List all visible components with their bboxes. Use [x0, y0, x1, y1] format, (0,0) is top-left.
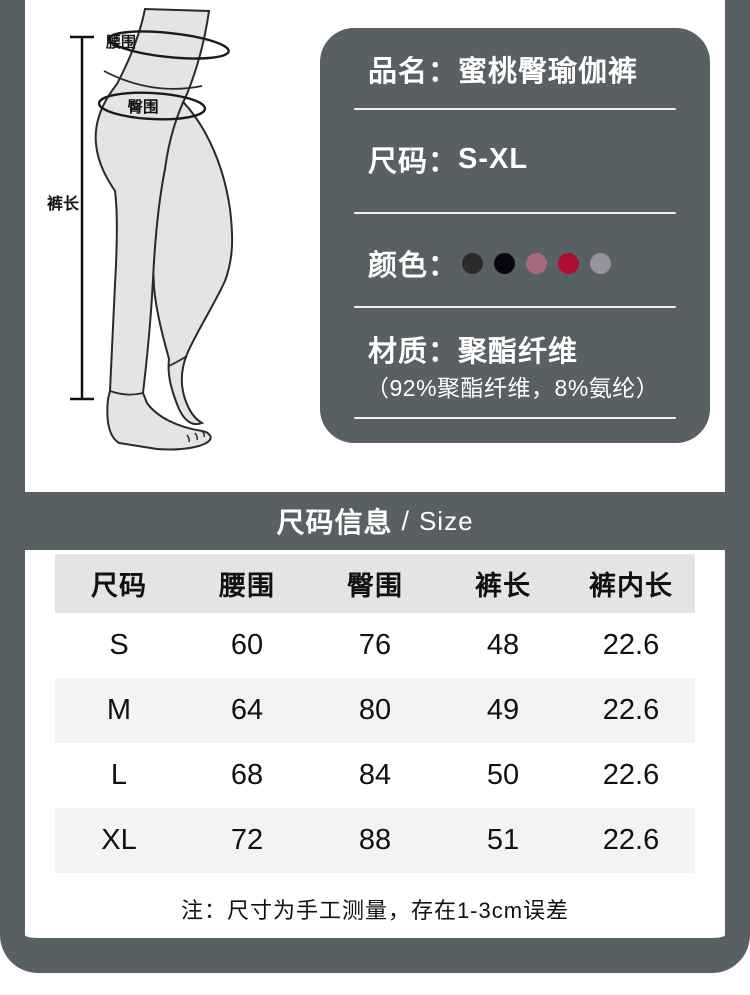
color-swatches	[462, 252, 612, 274]
cell-m-size: M	[106, 694, 132, 726]
cell-xl-length: 51	[486, 824, 520, 856]
color-swatch-4	[558, 252, 580, 274]
table-row-m: M 64 80 49 22.6	[55, 678, 695, 743]
cell-l-length: 50	[486, 759, 520, 791]
header-length: 裤长	[439, 554, 567, 613]
color-label: 颜色：	[368, 250, 459, 282]
material-detail: （92%聚酯纤维，8%氨纶）	[366, 375, 660, 401]
material-label: 材质：	[368, 336, 459, 368]
size-section-banner: 尺码信息 / Size	[25, 492, 725, 550]
measurement-diagram: 腰围 臀围 裤长	[37, 4, 339, 466]
toe-detail-lines	[186, 430, 205, 443]
cell-s-inseam: 22.6	[602, 629, 660, 661]
cell-s-size: S	[109, 629, 129, 661]
table-row-s: S 60 76 48 22.6	[55, 613, 695, 678]
waist-ellipse	[108, 30, 230, 60]
cell-l-hip: 84	[358, 759, 392, 791]
color-swatch-2	[494, 252, 516, 274]
product-name-label: 品名：	[368, 56, 459, 88]
waist-label: 腰围	[105, 34, 136, 51]
color-swatch-5	[590, 252, 612, 274]
size-table-header-row: 尺码 腰围 臀围 裤长 裤内长	[55, 554, 695, 613]
cell-s-length: 48	[486, 629, 520, 661]
product-name-row: 品名： 蜜桃臀瑜伽裤	[320, 50, 710, 88]
page-content: 腰围 臀围 裤长 品名： 蜜桃臀瑜伽裤 尺码： S-XL 颜色：	[25, 0, 725, 944]
header-waist: 腰围	[183, 554, 311, 613]
panel-divider	[354, 212, 676, 214]
cell-xl-waist: 72	[230, 824, 264, 856]
cell-l-inseam: 22.6	[602, 759, 660, 791]
top-section: 腰围 臀围 裤长 品名： 蜜桃臀瑜伽裤 尺码： S-XL 颜色：	[25, 0, 725, 492]
cell-m-length: 49	[486, 694, 520, 726]
cell-xl-size: XL	[101, 824, 137, 856]
material-row: 材质： 聚酯纤维	[320, 330, 710, 368]
cell-m-hip: 80	[358, 694, 392, 726]
size-range-value: S-XL	[458, 142, 529, 175]
material-value: 聚酯纤维	[458, 336, 579, 368]
size-table: 尺码 腰围 臀围 裤长 裤内长 S 60 76 48 22.6 M 64 80 …	[55, 554, 695, 873]
panel-divider	[354, 306, 676, 308]
size-range-label: 尺码：	[368, 146, 459, 178]
cell-m-inseam: 22.6	[602, 694, 660, 726]
product-info-panel: 品名： 蜜桃臀瑜伽裤 尺码： S-XL 颜色：	[320, 28, 710, 443]
cell-l-size: L	[110, 759, 128, 791]
legs-illustration: 腰围 臀围 裤长	[47, 7, 234, 451]
cell-xl-inseam: 22.6	[602, 824, 660, 856]
measurement-note: 注：尺寸为手工测量，存在1-3cm误差	[180, 897, 570, 923]
size-banner-title-en: Size	[418, 505, 474, 536]
header-size: 尺码	[55, 554, 183, 613]
panel-divider	[354, 417, 676, 419]
near-leg-torso-shape	[94, 7, 212, 451]
header-inseam: 裤内长	[567, 554, 695, 613]
cell-s-hip: 76	[358, 629, 392, 661]
size-banner-separator: /	[401, 505, 410, 536]
color-swatch-3	[526, 252, 548, 274]
cell-l-waist: 68	[230, 759, 264, 791]
hip-ellipse	[97, 91, 207, 121]
cell-m-waist: 64	[230, 694, 264, 726]
hip-label: 臀围	[127, 98, 158, 116]
size-banner-title-zh: 尺码信息	[276, 507, 393, 538]
table-row-xl: XL 72 88 51 22.6	[55, 808, 695, 873]
color-row: 颜色：	[320, 244, 710, 282]
header-hip: 臀围	[311, 554, 439, 613]
near-ankle-cuff-line	[109, 390, 144, 396]
color-swatch-1	[462, 252, 484, 274]
product-name-value: 蜜桃臀瑜伽裤	[458, 56, 639, 88]
panel-divider	[354, 108, 676, 110]
cell-xl-hip: 88	[358, 824, 392, 856]
length-dimension-line	[70, 35, 94, 401]
far-ankle-cuff-line	[168, 355, 188, 367]
waistband-seam-line	[103, 70, 203, 90]
size-range-row: 尺码： S-XL	[320, 140, 710, 179]
table-row-l: L 68 84 50 22.6	[55, 743, 695, 808]
length-label: 裤长	[47, 194, 80, 213]
cell-s-waist: 60	[230, 629, 264, 661]
